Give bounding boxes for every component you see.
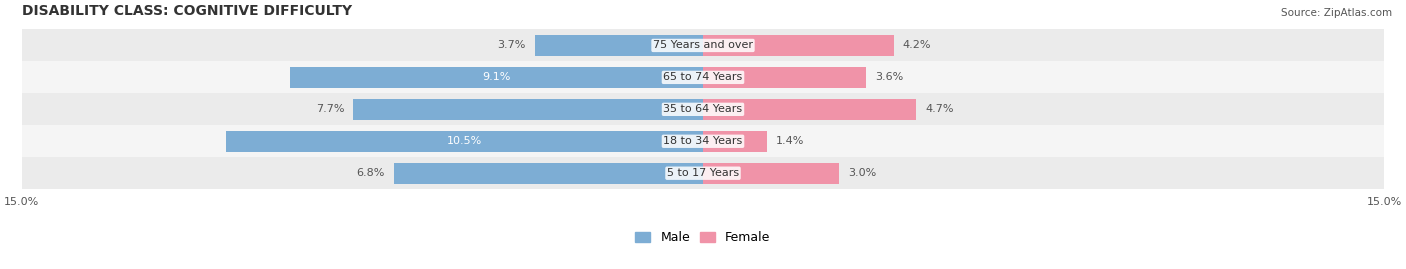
Text: 18 to 34 Years: 18 to 34 Years [664, 136, 742, 146]
Bar [703, 99, 917, 120]
Text: 3.6%: 3.6% [876, 72, 904, 82]
Bar [21, 30, 1385, 61]
Text: 75 Years and over: 75 Years and over [652, 40, 754, 51]
Bar [703, 131, 766, 152]
Bar [226, 131, 703, 152]
Bar [353, 99, 703, 120]
Legend: Male, Female: Male, Female [630, 226, 776, 249]
Text: 10.5%: 10.5% [447, 136, 482, 146]
Text: 7.7%: 7.7% [316, 104, 344, 114]
Text: Source: ZipAtlas.com: Source: ZipAtlas.com [1281, 8, 1392, 18]
Text: 6.8%: 6.8% [357, 168, 385, 178]
Bar [703, 163, 839, 183]
Bar [290, 67, 703, 88]
Text: 3.7%: 3.7% [498, 40, 526, 51]
Bar [21, 125, 1385, 157]
Bar [703, 67, 866, 88]
Text: 1.4%: 1.4% [776, 136, 804, 146]
Text: 4.2%: 4.2% [903, 40, 931, 51]
Text: 65 to 74 Years: 65 to 74 Years [664, 72, 742, 82]
Text: 4.7%: 4.7% [925, 104, 955, 114]
Text: 35 to 64 Years: 35 to 64 Years [664, 104, 742, 114]
Bar [21, 61, 1385, 93]
Bar [21, 157, 1385, 189]
Text: 3.0%: 3.0% [848, 168, 876, 178]
Bar [21, 93, 1385, 125]
Bar [534, 35, 703, 56]
Text: DISABILITY CLASS: COGNITIVE DIFFICULTY: DISABILITY CLASS: COGNITIVE DIFFICULTY [21, 4, 351, 18]
Text: 5 to 17 Years: 5 to 17 Years [666, 168, 740, 178]
Bar [394, 163, 703, 183]
Bar [703, 35, 894, 56]
Text: 9.1%: 9.1% [482, 72, 510, 82]
